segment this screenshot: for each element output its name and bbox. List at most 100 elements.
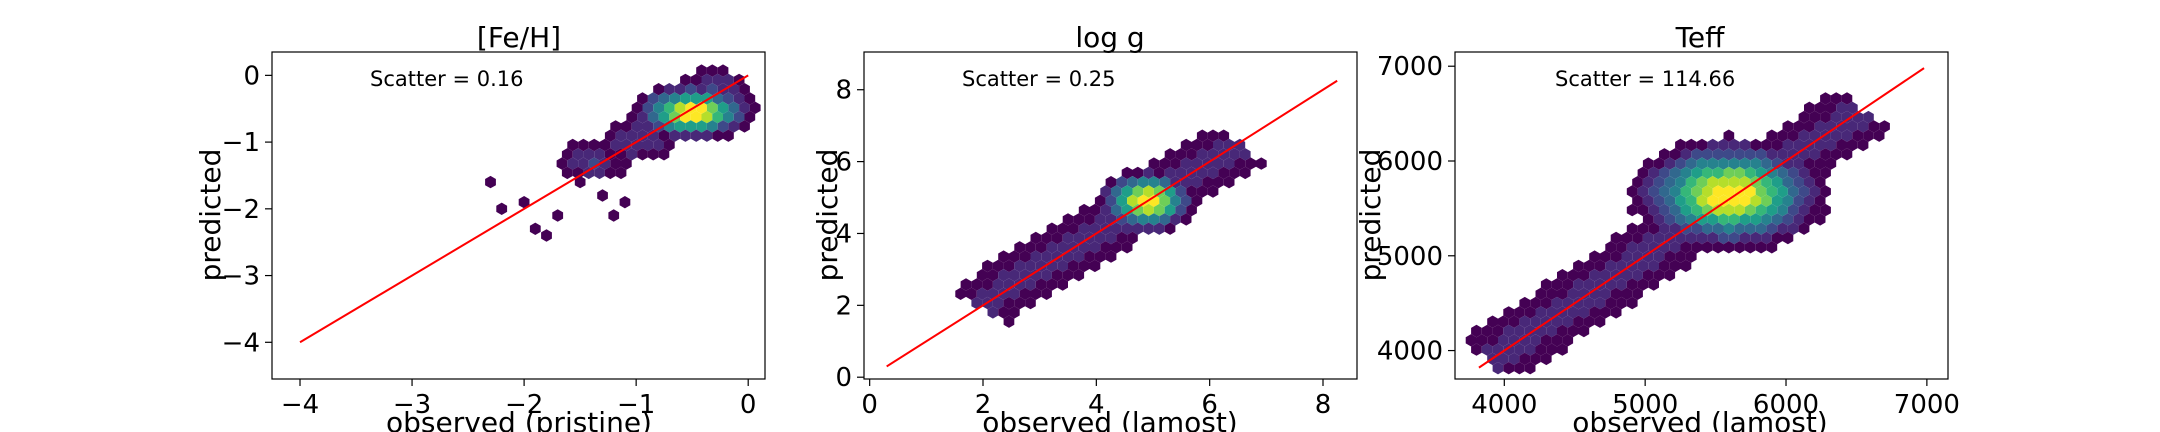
hexbin-cell (1524, 306, 1536, 319)
hexbin-cell (1798, 185, 1810, 198)
hexbin-cell (1675, 176, 1686, 189)
hexbin-cell (594, 166, 605, 180)
hexbin-cell (518, 196, 530, 209)
hexbin-cell (1014, 296, 1026, 310)
hexbin-cell (1648, 203, 1659, 217)
hexbin-cell (604, 148, 616, 161)
hexbin-cell (1782, 176, 1794, 189)
hexbin-cell (1041, 231, 1052, 245)
hexbin-cell (1073, 213, 1085, 226)
hexbin-cell (1723, 185, 1735, 198)
hexbin-cell (1009, 287, 1020, 300)
scatter-annotation: Scatter = 0.16 (370, 67, 523, 91)
hexbin-cell (1820, 166, 1831, 180)
hexbin-cell (1696, 157, 1708, 170)
hexbin-cell (658, 129, 670, 142)
hexbin-cell (1014, 241, 1026, 254)
hexbin-cell (1051, 269, 1063, 282)
hexbin-cell (1498, 334, 1509, 347)
hexbin-cell (1691, 148, 1702, 161)
hexbin-cell (1841, 92, 1853, 105)
hexbin-cell (1664, 213, 1676, 226)
y-tick-label: 5000 (1377, 242, 1443, 272)
hexbin-cell (1557, 324, 1568, 338)
hexbin-cell (1492, 362, 1504, 375)
hexbin-cell (1600, 306, 1611, 319)
hexbin-cell (626, 148, 638, 161)
hexbin-cell (1680, 166, 1692, 180)
plot-frame (271, 51, 766, 380)
hexbin-cell (1712, 166, 1724, 180)
hexbin-cell (971, 296, 983, 310)
hexbin-cell (1809, 185, 1821, 198)
hexbin-cell (1626, 185, 1638, 198)
hexbin-cell (1514, 362, 1525, 375)
hexbin-cell (1825, 101, 1837, 114)
hexbin-cell (696, 64, 707, 77)
hexbin-cell (1750, 194, 1762, 207)
hexbin-cell (1787, 129, 1799, 142)
hexbin-cell (1685, 194, 1697, 207)
hexbin-cell (1578, 287, 1590, 300)
hexbin-cell (1820, 203, 1831, 217)
hexbin-cell (723, 129, 734, 142)
hexbin-cell (1594, 296, 1606, 310)
hexbin-cell (1143, 222, 1154, 235)
hexbin-cell (1127, 213, 1138, 226)
hexbin-cell (728, 101, 740, 114)
hexbin-cell (653, 138, 664, 152)
hexbin-cell (1159, 213, 1171, 226)
hexbin-cell (1718, 157, 1729, 170)
hexbin-cell (982, 259, 993, 273)
hexbin-cell (1739, 176, 1751, 189)
hexbin-cell (1750, 231, 1762, 245)
hexbin-cell (1068, 259, 1079, 273)
hexbin-cell (1728, 213, 1740, 226)
plot-frame (1454, 51, 1949, 380)
hexbin-cell (1589, 250, 1600, 263)
hexbin-cell (1873, 129, 1885, 142)
hexbin-cell (1798, 110, 1810, 124)
y-tick-label: 4 (835, 219, 852, 249)
hexbin-cell (1621, 287, 1633, 300)
hexbin-cell (1567, 324, 1579, 338)
hexbin-cell (1186, 185, 1197, 198)
hexbin-cell (1825, 138, 1837, 152)
hexbin-cell (1814, 138, 1826, 152)
hexbin-cell (1836, 138, 1847, 152)
hexbin-cell (1712, 185, 1724, 198)
hexbin-cell (1009, 306, 1020, 319)
hexbin-cell (1728, 231, 1740, 245)
hexbin-cell (1191, 157, 1203, 170)
x-tick-label: 0 (740, 390, 757, 420)
hexbin-cell (1739, 213, 1751, 226)
hexbin-cell (1648, 222, 1659, 235)
hexbin-cell (1089, 259, 1101, 273)
hexbin-cell (1863, 129, 1874, 142)
hexbin-cell (1766, 222, 1778, 235)
hexbin-cell (626, 129, 638, 142)
hexbin-cell (1073, 250, 1085, 263)
hexbin-cell (696, 83, 707, 96)
hexbin-cell (1051, 231, 1063, 245)
hexbin-cell (1035, 241, 1047, 254)
hexbin-cell (744, 110, 756, 124)
hexbin-cell (1820, 92, 1831, 105)
hexbin-cell (1180, 157, 1192, 170)
hexbin-cell (1137, 194, 1149, 207)
y-ticks: −4 −3 −2 −1 0 (222, 61, 272, 358)
x-ticks: 4000 5000 6000 7000 (1471, 379, 1960, 420)
hexbin-cell (1530, 315, 1541, 328)
hexbin-cell (1003, 296, 1015, 310)
hexbin-cell (1669, 222, 1681, 235)
hexbin-cell (1830, 148, 1842, 161)
hexbin-cell (1589, 306, 1600, 319)
hexbin-cell (1744, 148, 1756, 161)
hexbin-cell (1761, 213, 1772, 226)
x-axis-label: observed (pristine) (386, 406, 652, 432)
x-tick-label: −2 (505, 390, 543, 420)
hexbin-cell (615, 129, 627, 142)
hexbin-cell (1777, 166, 1788, 180)
hexbin-cell (712, 129, 723, 142)
hexbin-cell (1180, 213, 1192, 226)
